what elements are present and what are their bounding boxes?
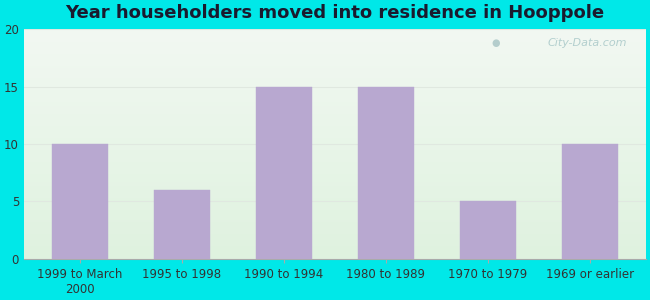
- Text: City-Data.com: City-Data.com: [548, 38, 627, 49]
- Bar: [154, 190, 210, 259]
- Bar: [562, 144, 618, 259]
- Bar: [52, 144, 108, 259]
- Title: Year householders moved into residence in Hooppole: Year householders moved into residence i…: [65, 4, 604, 22]
- Bar: [358, 87, 414, 259]
- Bar: [460, 201, 516, 259]
- Text: ●: ●: [491, 38, 500, 49]
- Bar: [256, 87, 312, 259]
